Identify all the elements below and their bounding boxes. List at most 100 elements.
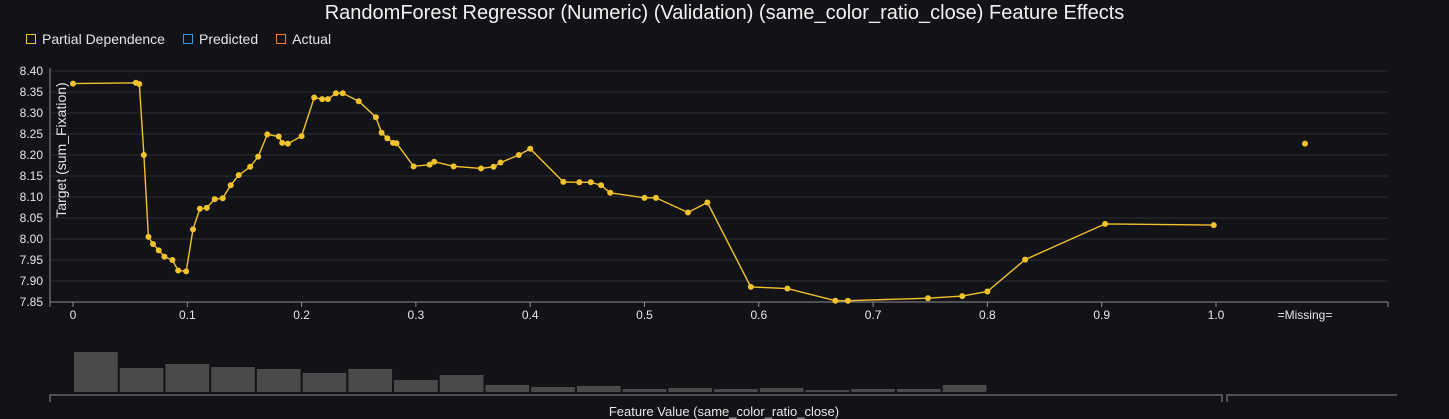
y-tick-label: 8.15 — [20, 169, 44, 183]
legend-item-predicted[interactable]: Predicted — [182, 31, 258, 47]
partial-dependence-point — [844, 297, 851, 304]
partial-dependence-point — [832, 297, 839, 304]
legend-item-actual[interactable]: Actual — [276, 31, 331, 47]
y-tick-label: 8.25 — [20, 127, 44, 141]
histogram-bar — [211, 367, 255, 392]
histogram-bar — [805, 390, 850, 392]
missing-tick-label: =Missing= — [1278, 308, 1333, 322]
legend-swatch-actual — [276, 34, 287, 44]
histogram-bar — [394, 380, 438, 392]
partial-dependence-point — [704, 199, 711, 206]
legend-swatch-partial-dependence — [26, 34, 36, 44]
partial-dependence-point — [136, 81, 143, 88]
partial-dependence-point — [393, 140, 400, 147]
grid-lines — [50, 70, 1388, 303]
partial-dependence-point — [155, 247, 162, 254]
chart-title: RandomForest Regressor (Numeric) (Valida… — [324, 2, 1125, 24]
partial-dependence-point — [784, 285, 791, 292]
x-axis-label: Feature Value (same_color_ratio_close) — [609, 404, 839, 419]
x-tick-label: 0.7 — [865, 308, 882, 322]
partial-dependence-point — [227, 182, 234, 189]
partial-dependence-point — [478, 165, 485, 172]
partial-dependence-point — [598, 182, 605, 189]
partial-dependence-point — [378, 129, 385, 136]
histogram-bar — [256, 369, 301, 392]
partial-dependence-point — [311, 94, 318, 101]
histogram-bar — [576, 386, 621, 392]
legend-label-actual: Actual — [292, 31, 332, 47]
partial-dependence-point — [607, 189, 614, 196]
partial-dependence-point — [576, 179, 583, 186]
legend-swatch-predicted — [182, 34, 193, 44]
partial-dependence-point — [235, 172, 242, 179]
partial-dependence-point — [384, 135, 391, 142]
partial-dependence-point — [275, 133, 282, 140]
partial-dependence-point — [372, 114, 379, 121]
partial-dependence-point — [426, 161, 433, 168]
histogram-bar — [759, 388, 804, 392]
histogram-bar — [896, 389, 941, 392]
partial-dependence-series — [70, 79, 1308, 304]
x-tick-label: 0.8 — [979, 308, 996, 322]
partial-dependence-point — [196, 205, 203, 212]
partial-dependence-point — [339, 90, 346, 97]
histogram-bar — [622, 389, 667, 392]
histogram-bar — [74, 352, 118, 392]
partial-dependence-line — [72, 82, 1214, 302]
histogram-bar — [942, 385, 987, 392]
partial-dependence-point — [190, 226, 197, 233]
y-tick-label: 8.00 — [20, 232, 44, 246]
y-tick-label: 8.20 — [20, 148, 44, 162]
histogram-bar — [668, 388, 713, 392]
partial-dependence-point — [298, 133, 305, 140]
y-tick-label: 8.35 — [20, 85, 44, 99]
partial-dependence-point — [324, 96, 331, 103]
x-tick-label: 0.2 — [293, 308, 310, 322]
legend-label-partial-dependence: Partial Dependence — [42, 31, 165, 47]
partial-dependence-point — [247, 163, 254, 170]
partial-dependence-point — [410, 163, 417, 170]
y-tick-label: 8.05 — [20, 211, 44, 225]
partial-dependence-point — [1102, 220, 1109, 227]
partial-dependence-point — [1022, 256, 1029, 263]
partial-dependence-point — [515, 152, 522, 158]
histogram-axis-missing — [1226, 394, 1397, 402]
partial-dependence-point — [203, 204, 210, 211]
histogram-bar — [439, 375, 484, 392]
legend-item-partial-dependence[interactable]: Partial Dependence — [26, 31, 165, 47]
partial-dependence-point — [332, 90, 339, 97]
histogram-bar — [485, 385, 530, 392]
missing-value-point — [1302, 140, 1308, 147]
partial-dependence-point — [150, 241, 157, 248]
partial-dependence-point — [319, 96, 326, 103]
x-tick-label: 0.9 — [1093, 308, 1110, 322]
histogram-bar — [165, 364, 210, 392]
histogram-bar — [851, 389, 895, 392]
y-tick-label: 8.10 — [20, 190, 44, 204]
partial-dependence-point — [175, 267, 182, 274]
histogram-bar — [714, 389, 758, 392]
x-axis: 0 0.1 0.2 0.3 0.4 0.5 0.6 0.7 0.8 0.9 1.0 — [49, 301, 1389, 322]
x-tick-label: 0.3 — [408, 308, 425, 322]
partial-dependence-point — [145, 233, 152, 240]
partial-dependence-point — [211, 196, 218, 203]
partial-dependence-point — [140, 152, 147, 158]
partial-dependence-point — [527, 145, 534, 152]
histogram-axis-main — [49, 394, 1223, 402]
histogram-bar — [302, 373, 347, 392]
partial-dependence-point — [924, 295, 931, 302]
x-tick-label: 0.5 — [636, 308, 653, 322]
partial-dependence-point — [183, 268, 190, 275]
partial-dependence-point — [984, 288, 991, 295]
histogram — [49, 352, 1397, 402]
y-tick-label: 7.90 — [20, 274, 44, 288]
partial-dependence-point — [587, 179, 594, 186]
partial-dependence-point — [497, 159, 504, 166]
partial-dependence-point — [684, 209, 691, 216]
partial-dependence-point — [1210, 222, 1217, 229]
partial-dependence-point — [450, 163, 457, 170]
partial-dependence-point — [279, 139, 286, 146]
x-tick-label: 0.4 — [522, 308, 539, 322]
partial-dependence-point — [169, 257, 176, 263]
